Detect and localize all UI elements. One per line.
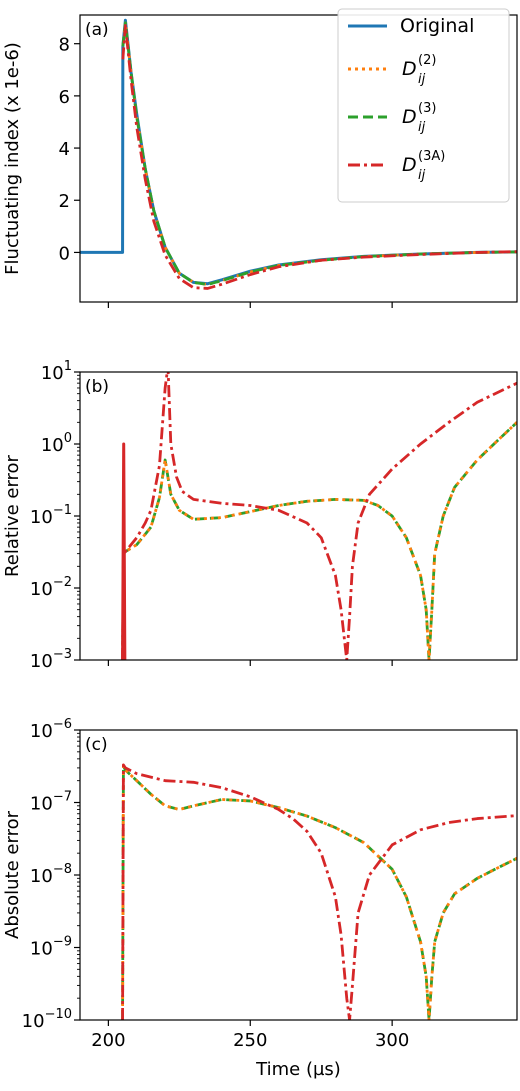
y-tick-label: 10−8 (30, 862, 72, 887)
panel-b: 10−3 10−2 10−1 100 101 Relative error (b) (2, 359, 518, 672)
series-group (121, 372, 517, 660)
axes-frame (79, 371, 518, 661)
axes-frame (79, 14, 518, 303)
legend-subscript: ij (418, 120, 426, 135)
legend-label: D (402, 106, 417, 128)
panel-label: (a) (85, 20, 109, 40)
legend-subscript: ij (418, 168, 426, 183)
y-tick-label: 10−6 (30, 717, 72, 742)
legend-subscript: ij (418, 72, 426, 87)
panel-a: 0 2 4 6 8 Fluctuating index (x 1e-6) (a) Origin… (2, 8, 518, 308)
series-line (121, 764, 517, 1020)
series-group (121, 763, 517, 1020)
y-tick-label: 10−7 (30, 790, 72, 815)
y-tick-label: 10−1 (30, 503, 72, 528)
y-tick-label: 10−2 (30, 575, 72, 600)
legend-superscript: (3) (418, 101, 436, 116)
series-group (80, 18, 517, 290)
panel-label: (c) (85, 735, 108, 755)
y-tick-label: 8 (59, 35, 70, 56)
series-line (121, 372, 517, 660)
series-line (121, 764, 517, 1020)
y-tick-label: 100 (41, 431, 72, 456)
y-axis-label: Absolute error (2, 810, 23, 939)
legend-label: D (402, 154, 417, 176)
y-tick-label: 101 (41, 359, 72, 384)
legend-superscript: (3A) (418, 149, 445, 164)
y-axis-label: Relative error (2, 454, 23, 576)
x-tick-label: 250 (233, 1030, 267, 1051)
legend-label: Original (400, 15, 474, 37)
y-tick-label: 10−9 (30, 935, 72, 960)
x-axis-label: Time (µs) (255, 1059, 341, 1080)
legend-superscript: (2) (418, 53, 436, 68)
x-tick-label: 300 (375, 1030, 409, 1051)
series-line (121, 421, 517, 660)
y-tick-label: 6 (59, 87, 70, 108)
series-line (121, 763, 517, 1020)
legend-label: D (402, 58, 417, 80)
legend-box (337, 8, 510, 203)
axes-frame (79, 729, 518, 1021)
x-tick-label: 200 (91, 1030, 125, 1051)
y-tick-label: 10−10 (22, 1007, 72, 1032)
y-axis-label: Fluctuating index (x 1e-6) (2, 42, 23, 275)
y-tick-label: 10−3 (30, 647, 72, 672)
panel-label: (b) (85, 377, 109, 397)
series-line (121, 442, 127, 660)
series-line (121, 421, 517, 660)
panel-c: 200 250 300 10−10 10−9 10−8 10−7 10−6 Absolute e… (2, 717, 518, 1080)
y-tick-label: 0 (59, 243, 70, 264)
y-tick-label: 2 (59, 191, 70, 212)
y-tick-label: 4 (59, 139, 70, 160)
